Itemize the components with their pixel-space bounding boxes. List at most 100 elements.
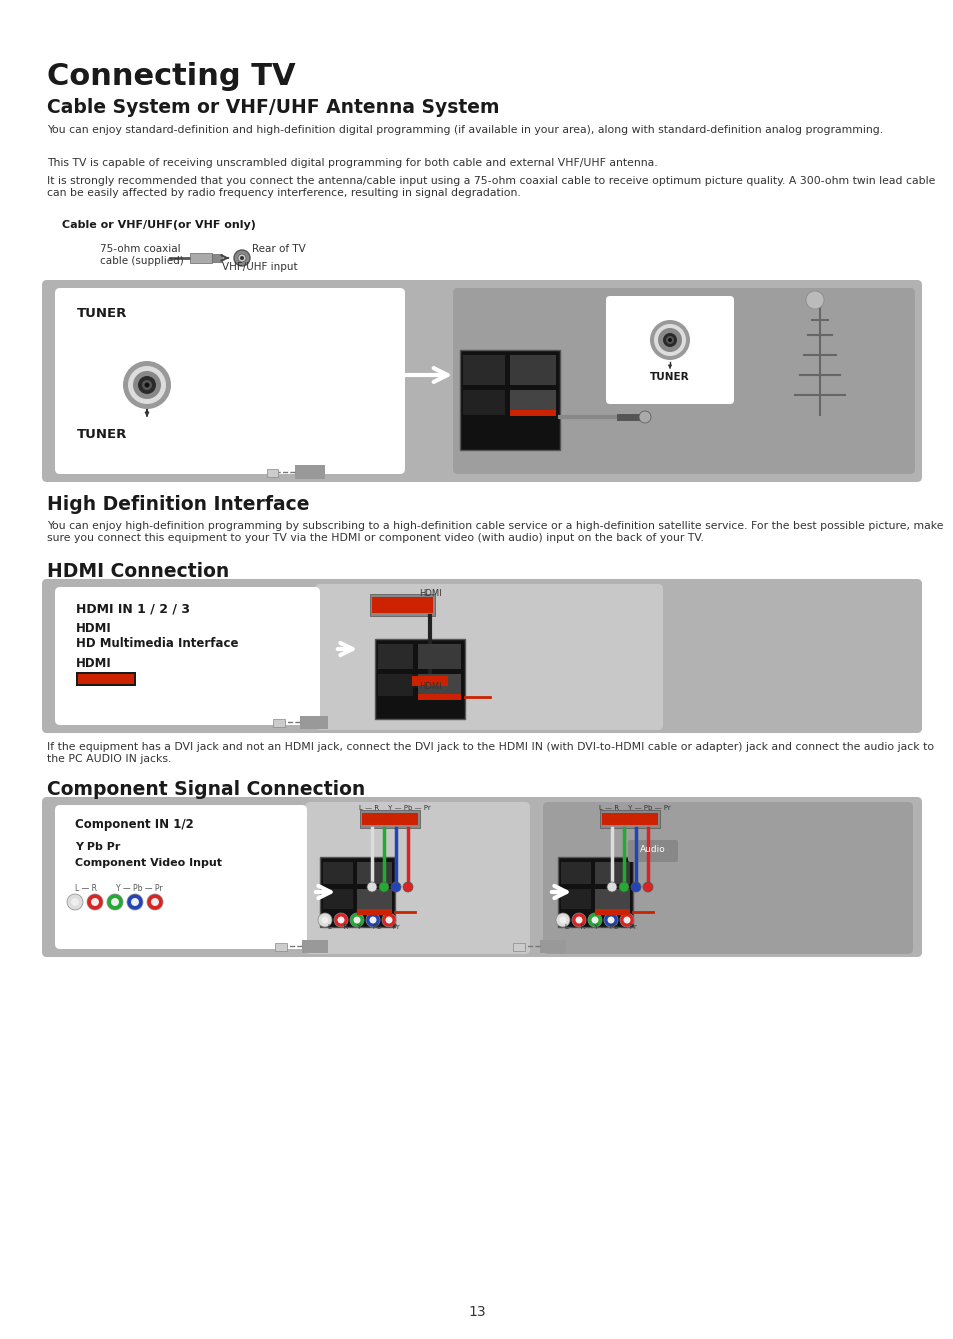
Circle shape <box>367 882 376 892</box>
Bar <box>510 410 556 416</box>
Text: L — R    Y — Pb — Pr: L — R Y — Pb — Pr <box>598 805 670 811</box>
FancyBboxPatch shape <box>42 280 921 482</box>
Circle shape <box>131 898 139 907</box>
Circle shape <box>649 320 689 360</box>
Text: Component Signal Connection: Component Signal Connection <box>47 781 365 799</box>
Circle shape <box>654 324 685 356</box>
Text: Rear of TV: Rear of TV <box>252 244 305 254</box>
Circle shape <box>603 913 618 927</box>
Circle shape <box>385 916 392 924</box>
Text: Component IN 1/2: Component IN 1/2 <box>75 818 193 832</box>
FancyBboxPatch shape <box>605 296 733 404</box>
Bar <box>302 940 328 953</box>
Circle shape <box>369 916 376 924</box>
Circle shape <box>240 256 244 260</box>
Circle shape <box>111 898 119 907</box>
Text: Connecting TV: Connecting TV <box>47 62 295 91</box>
Text: If the equipment has a DVI jack and not an HDMI jack, connect the DVI jack to th: If the equipment has a DVI jack and not … <box>47 742 933 763</box>
Circle shape <box>623 916 630 924</box>
Circle shape <box>132 371 161 399</box>
Bar <box>299 716 328 728</box>
Text: HDMI: HDMI <box>418 589 441 599</box>
Circle shape <box>71 898 79 907</box>
Bar <box>595 909 629 915</box>
Circle shape <box>91 898 99 907</box>
Text: 75-ohm coaxial
cable (supplied): 75-ohm coaxial cable (supplied) <box>100 244 184 265</box>
FancyBboxPatch shape <box>55 586 319 724</box>
Bar <box>377 644 413 670</box>
Bar <box>417 674 460 696</box>
Circle shape <box>366 913 379 927</box>
Circle shape <box>606 882 617 892</box>
Text: HDMI: HDMI <box>418 682 441 691</box>
Circle shape <box>667 337 671 341</box>
Circle shape <box>556 913 569 927</box>
Circle shape <box>402 882 413 892</box>
Circle shape <box>665 336 673 344</box>
FancyBboxPatch shape <box>55 288 405 474</box>
Circle shape <box>144 383 150 387</box>
Text: L — R        Y — Pb — Pr: L — R Y — Pb — Pr <box>75 884 162 893</box>
Bar <box>462 390 504 415</box>
Bar <box>513 943 524 951</box>
Bar <box>558 857 633 927</box>
Circle shape <box>805 291 823 309</box>
Circle shape <box>337 916 344 924</box>
Text: TUNER: TUNER <box>77 428 128 441</box>
Text: Y Pb Pr: Y Pb Pr <box>75 842 120 852</box>
Circle shape <box>237 254 246 262</box>
FancyBboxPatch shape <box>542 802 912 953</box>
Text: Component Video Input: Component Video Input <box>75 858 222 868</box>
Text: HD Multimedia Interface: HD Multimedia Interface <box>76 637 238 649</box>
Text: HDMI IN 1 / 2 / 3: HDMI IN 1 / 2 / 3 <box>76 603 190 615</box>
FancyBboxPatch shape <box>42 797 921 957</box>
Bar <box>599 810 659 828</box>
Text: L — R    Y — Pb — Pr: L — R Y — Pb — Pr <box>564 924 636 931</box>
Circle shape <box>127 894 143 911</box>
Text: You can enjoy high-definition programming by subscribing to a high-definition ca: You can enjoy high-definition programmin… <box>47 521 943 542</box>
Bar <box>560 889 590 909</box>
Circle shape <box>607 916 614 924</box>
Bar <box>510 355 556 386</box>
Text: 13: 13 <box>468 1306 485 1319</box>
Circle shape <box>591 916 598 924</box>
Text: High Definition Interface: High Definition Interface <box>47 495 309 514</box>
Circle shape <box>587 913 601 927</box>
Circle shape <box>142 380 152 390</box>
Circle shape <box>87 894 103 911</box>
Bar <box>267 469 277 477</box>
Text: It is strongly recommended that you connect the antenna/cable input using a 75-o: It is strongly recommended that you conn… <box>47 175 934 198</box>
Circle shape <box>107 894 123 911</box>
Circle shape <box>618 882 628 892</box>
Circle shape <box>575 916 582 924</box>
Circle shape <box>391 882 400 892</box>
Bar <box>372 597 433 613</box>
Bar <box>361 813 417 825</box>
Bar <box>273 719 285 727</box>
Circle shape <box>378 882 389 892</box>
Bar <box>412 676 448 686</box>
Circle shape <box>619 913 634 927</box>
Bar <box>510 390 556 415</box>
Text: HDMI: HDMI <box>76 623 112 635</box>
Bar <box>459 349 559 450</box>
Circle shape <box>350 913 364 927</box>
Bar <box>76 672 136 686</box>
Bar <box>375 639 464 719</box>
Bar <box>190 253 212 262</box>
FancyBboxPatch shape <box>453 288 914 474</box>
Bar <box>212 254 222 262</box>
Bar <box>377 674 413 696</box>
Circle shape <box>572 913 585 927</box>
Text: This TV is capable of receiving unscrambled digital programming for both cable a: This TV is capable of receiving unscramb… <box>47 158 657 167</box>
Bar <box>356 889 392 909</box>
Text: Cable System or VHF/UHF Antenna System: Cable System or VHF/UHF Antenna System <box>47 98 499 116</box>
Circle shape <box>354 916 360 924</box>
Bar <box>274 943 287 951</box>
Bar <box>462 355 504 386</box>
FancyBboxPatch shape <box>314 584 662 730</box>
FancyBboxPatch shape <box>42 578 921 732</box>
Bar <box>417 644 460 670</box>
Bar <box>78 674 133 684</box>
FancyBboxPatch shape <box>627 840 678 862</box>
